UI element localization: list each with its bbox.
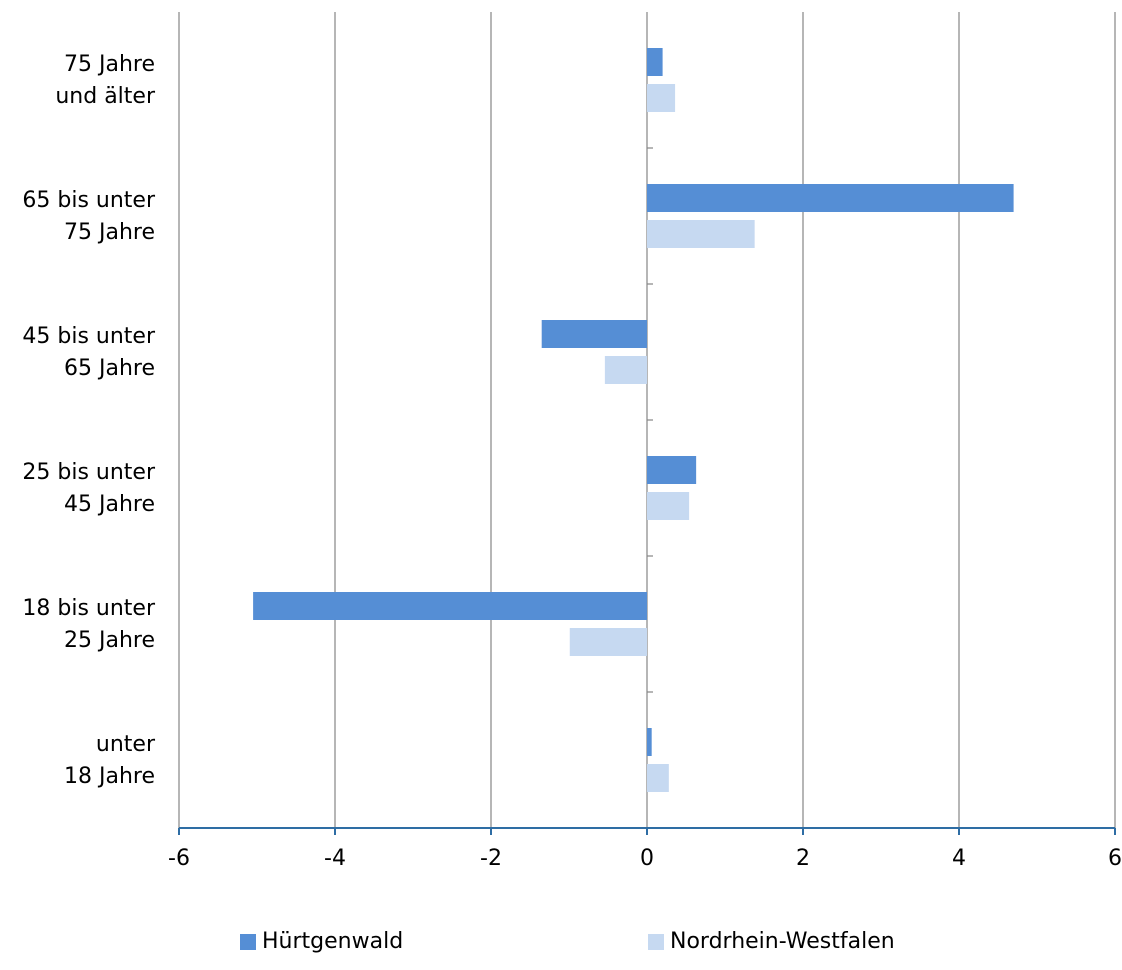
bar-s0-c1 — [647, 184, 1014, 212]
legend-label-nrw: Nordrhein-Westfalen — [670, 929, 895, 954]
legend-label-huertgenwald: Hürtgenwald — [262, 929, 404, 954]
bar-s1-c1 — [647, 220, 755, 248]
bar-s0-c0 — [647, 48, 663, 76]
legend-item-nrw: Nordrhein-Westfalen — [648, 929, 895, 954]
bar-s1-c5 — [647, 764, 669, 792]
bar-chart: 75 Jahre und älter 65 bis unter 75 Jahre 45 … — [22, 12, 1122, 871]
bar-s0-c3 — [647, 456, 697, 484]
bar-s1-c3 — [647, 492, 690, 520]
category-label-4-1: 25 Jahre — [64, 628, 155, 653]
category-label-2-0: 45 bis unter — [22, 324, 156, 349]
category-label-3-0: 25 bis unter — [22, 460, 156, 485]
bar-s1-c2 — [604, 356, 647, 384]
legend-swatch-huertgenwald — [240, 933, 256, 950]
category-label-5-0: unter — [96, 732, 156, 757]
category-label-5-1: 18 Jahre — [64, 764, 155, 789]
category-label-1-0: 65 bis unter — [22, 188, 156, 213]
x-tick-label-4: 2 — [796, 846, 810, 871]
category-label-0-1: und älter — [55, 84, 156, 109]
x-tick-label-6: 6 — [1108, 846, 1122, 871]
category-label-3-1: 45 Jahre — [64, 492, 155, 517]
category-label-1-1: 75 Jahre — [64, 220, 155, 245]
legend-swatch-nrw — [648, 933, 664, 950]
x-tick-label-0: -6 — [168, 846, 190, 871]
category-label-4-0: 18 bis unter — [22, 596, 156, 621]
category-label-0-0: 75 Jahre — [64, 52, 155, 77]
legend-item-huertgenwald: Hürtgenwald — [240, 929, 403, 954]
category-label-2-1: 65 Jahre — [64, 356, 155, 381]
x-tick-label-3: 0 — [640, 846, 654, 871]
legend: Hürtgenwald Nordrhein-Westfalen — [0, 929, 1122, 969]
bar-s1-c0 — [647, 84, 676, 112]
bar-s0-c5 — [647, 728, 652, 756]
x-tick-label-5: 4 — [952, 846, 966, 871]
bar-s0-c4 — [253, 592, 647, 620]
x-tick-label-2: -2 — [480, 846, 502, 871]
bar-s1-c4 — [569, 628, 647, 656]
bar-s0-c2 — [541, 320, 647, 348]
x-tick-label-1: -4 — [324, 846, 346, 871]
